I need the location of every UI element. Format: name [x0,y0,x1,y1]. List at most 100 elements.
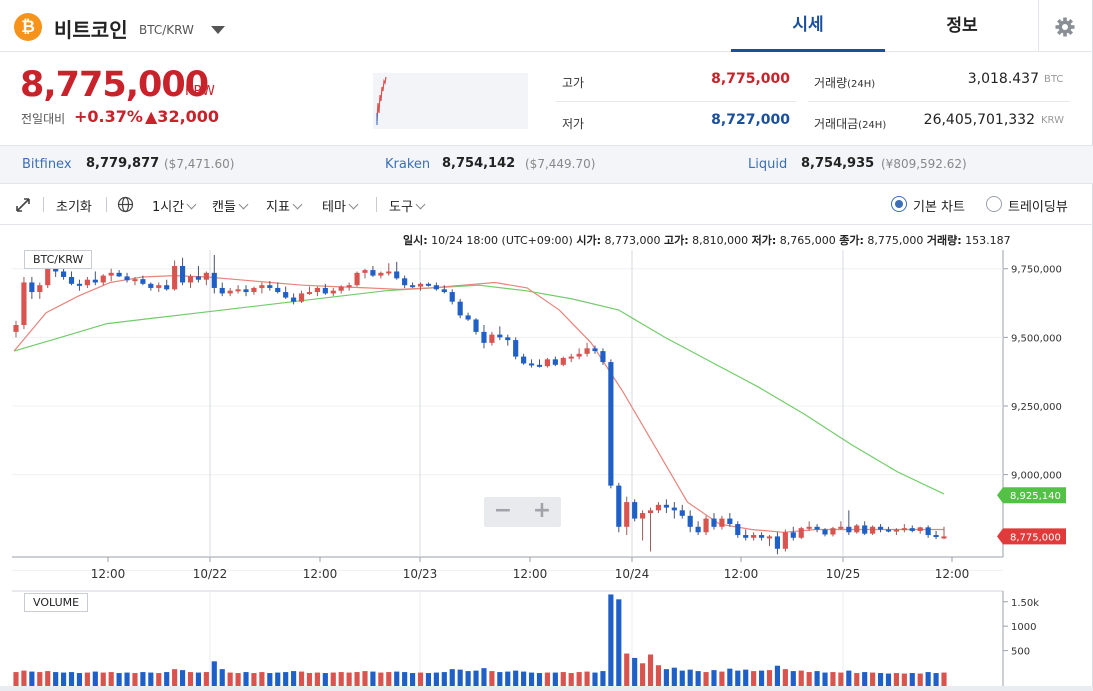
candle-body [536,364,543,367]
candle-body [806,526,812,529]
volume-bar [417,672,424,686]
chevron-down-icon [415,199,426,210]
chart-canvas[interactable]: 9,750,000 9,500,000 9,250,000 9,000,000 12:0… [0,225,1093,686]
volume-bar [941,672,947,686]
globe-icon[interactable] [117,196,134,213]
basic-chart-radio[interactable] [891,196,907,212]
candle-body [695,526,701,533]
zoom-in-button[interactable]: + [532,498,552,523]
volume-bar [346,672,352,686]
volume-bar [695,671,701,686]
zoom-out-button[interactable]: − [493,498,513,523]
volume-bar [132,673,138,686]
candle-body [766,536,773,539]
volume-bar [259,672,265,686]
candle-body [933,535,939,538]
settings-button[interactable] [1038,0,1093,52]
candle-body [624,502,630,527]
volume-bar [386,672,392,686]
candle-body [187,276,194,283]
candle-body [743,535,749,538]
tab-info[interactable]: 정보 [946,16,978,36]
volume-bar [473,670,479,686]
candle-body [616,485,622,527]
interval-dropdown[interactable]: 1시간 [152,196,197,215]
volume-bar [513,670,519,686]
volume-bar [719,671,725,686]
volume-bar [671,667,677,686]
current-price: 8,775,000 [20,65,209,105]
exchange-name[interactable]: Bitfinex [22,157,72,172]
exchange-price: 8,754,142 [442,156,516,171]
candle-body [941,536,947,539]
volume-bar [624,653,630,686]
expand-icon[interactable] [15,197,31,213]
volume-bar [410,673,416,686]
tradingview-radio[interactable] [986,196,1002,212]
candle-body [521,356,527,364]
volume-bar [441,672,447,686]
candle-body [457,301,463,316]
volume-bar [338,672,344,686]
volume-bar [655,665,662,686]
exchange-name[interactable]: Liquid [748,157,788,172]
candle-body [291,297,297,302]
exchange-usd: ($7,449.70) [525,157,596,171]
volume-bar [37,672,43,686]
candle-body [314,287,320,293]
volume-bar [790,671,796,686]
candle-body [877,526,884,530]
exchange-usd: (¥809,592.62) [881,157,967,171]
candle-body [838,526,844,529]
volume-bar [584,671,590,686]
volume-bar [235,673,241,686]
volume-bar [195,672,202,686]
change-percent: +0.37% [74,107,143,126]
volume-bar [862,672,868,686]
theme-dropdown[interactable]: 테마 [322,196,359,215]
volume-bar [592,672,598,686]
candle-body [449,292,455,302]
volume-bar [600,671,606,686]
x-tick-label: 12:00 [935,567,970,581]
reset-button[interactable]: 초기화 [56,200,92,215]
x-tick-label: 10/24 [615,567,650,581]
volume-bar [219,669,225,686]
volume-bar [481,668,487,686]
chevron-down-icon[interactable] [211,26,225,34]
candle-body [774,536,781,549]
divider [106,197,107,212]
volume-bar [735,670,741,686]
candle-body [100,275,106,283]
candle-body [711,518,717,527]
candle-body [608,362,614,486]
price-chart[interactable]: 9,750,000 9,500,000 9,250,000 9,000,000 12:0… [0,225,1093,686]
candle-body [283,292,289,298]
volume-bar [893,673,899,686]
candle-body [195,276,202,280]
tools-dropdown[interactable]: 도구 [389,196,426,215]
candle-body [584,348,590,354]
volume-bar [798,670,804,686]
candle-body [576,353,582,357]
candle-body [640,513,646,519]
candle-body [68,276,75,284]
exchange-name[interactable]: Kraken [385,157,431,172]
coin-pair: BTC/KRW [139,23,194,37]
indicator-dropdown[interactable]: 지표 [266,196,303,215]
y-tick-label: 9,500,000 [1011,333,1062,344]
candle-body [306,292,313,295]
tab-price[interactable]: 시세 [731,0,885,52]
tradingview-label[interactable]: 트레이딩뷰 [1008,200,1068,215]
candle-body [108,272,114,276]
volume-bar [568,673,574,686]
exchange-bar: Bitfinex 8,779,877 ($7,471.60) Kraken 8,… [0,146,1093,184]
volume-bar [291,671,297,686]
volume-bar [457,669,463,686]
tools-label: 도구 [389,200,413,215]
coin-name[interactable]: 비트코인 [54,18,128,42]
volume-bar [61,672,67,686]
candle-body [394,271,400,279]
candle-dropdown[interactable]: 캔들 [212,196,249,215]
basic-chart-label[interactable]: 기본 차트 [913,200,965,215]
